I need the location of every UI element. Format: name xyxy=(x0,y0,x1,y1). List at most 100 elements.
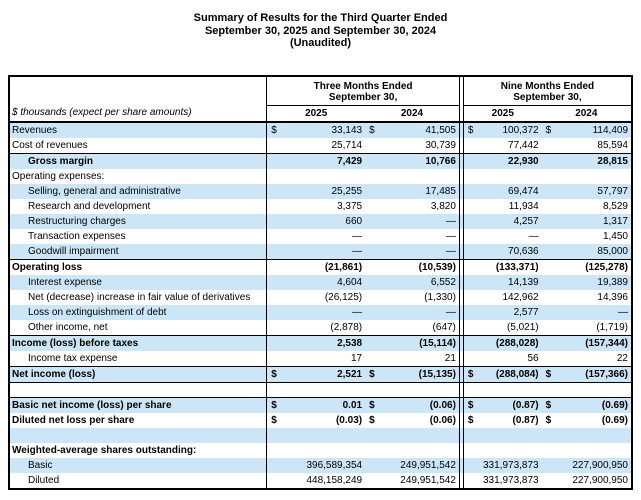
currency-symbol: $ xyxy=(365,397,388,413)
col-group-nine-months: Nine Months Ended September 30, xyxy=(463,75,632,106)
row-label xyxy=(9,383,267,398)
currency-symbol xyxy=(365,275,388,290)
row-label: Goodwill impairment xyxy=(9,244,267,260)
value-cell: (1,719) xyxy=(596,322,628,333)
table-row: Basic net income (loss) per share $0.01 $(… xyxy=(9,397,632,413)
currency-symbol xyxy=(266,320,283,336)
table-row: Other income, net (2,878) (647) (5,021) (1,7… xyxy=(9,320,632,336)
value-cell: (647) xyxy=(432,322,456,333)
currency-symbol xyxy=(266,305,283,320)
year-col-2025: 2025 xyxy=(266,105,366,123)
section-divider xyxy=(458,169,464,184)
currency-symbol xyxy=(463,138,477,154)
empty-cells xyxy=(266,428,460,443)
value-cell: 7,429 xyxy=(282,153,366,169)
currency-symbol xyxy=(541,153,564,169)
currency-symbol: $ xyxy=(463,397,478,413)
header-group-row: $ thousands (expect per share amounts) T… xyxy=(9,75,632,123)
year-col-2024: 2024 xyxy=(541,105,632,123)
table-row: Goodwill impairment — — 70,636 85,000 xyxy=(9,244,632,260)
currency-symbol xyxy=(365,229,387,244)
value-cell: — xyxy=(282,305,366,320)
empty-cells xyxy=(463,428,632,443)
row-label: Weighted-average shares outstanding: xyxy=(12,445,197,456)
section-divider xyxy=(458,259,464,275)
value-cell: — xyxy=(528,231,539,242)
value-cell: (1,330) xyxy=(424,292,456,303)
empty-cells xyxy=(463,169,632,184)
currency-symbol: $ xyxy=(365,122,388,138)
section-divider xyxy=(458,335,464,351)
currency-symbol xyxy=(542,351,564,367)
value-cell: 331,973,873 xyxy=(483,475,539,486)
section-divider xyxy=(458,458,464,473)
currency-symbol xyxy=(266,153,283,169)
value-cell: 25,255 xyxy=(282,184,366,199)
results-table: $ thousands (expect per share amounts) T… xyxy=(8,74,633,490)
value-cell: 10,766 xyxy=(387,153,460,169)
value-cell: (10,539) xyxy=(387,259,460,275)
empty-cells xyxy=(266,443,460,458)
currency-symbol xyxy=(266,214,283,229)
year-col-2024: 2024 xyxy=(365,105,460,123)
value-cell: 17,485 xyxy=(387,184,460,199)
value-cell: 33,143 xyxy=(282,122,366,138)
value-cell: 85,000 xyxy=(563,244,632,260)
table-row: Basic 396,589,354 249,951,542 331,973,873 22… xyxy=(9,458,632,473)
currency-symbol xyxy=(541,275,564,290)
empty-cells xyxy=(266,169,460,184)
value-cell: 77,442 xyxy=(508,140,539,151)
section-divider xyxy=(458,428,464,443)
section-divider xyxy=(458,473,464,489)
section-divider xyxy=(458,382,464,398)
table-row xyxy=(9,428,632,443)
row-label: Income (loss) before taxes xyxy=(9,335,267,351)
value-cell: (133,371) xyxy=(477,259,542,275)
value-cell: 4,604 xyxy=(282,275,366,290)
empty-cells xyxy=(266,382,460,398)
currency-symbol xyxy=(463,335,478,351)
value-cell: 2,577 xyxy=(477,305,542,320)
section-divider xyxy=(458,184,464,199)
currency-symbol xyxy=(463,229,477,244)
value-cell: 14,139 xyxy=(477,275,542,290)
value-cell: (26,125) xyxy=(324,292,363,303)
section-divider xyxy=(458,214,464,229)
value-cell: (21,861) xyxy=(282,259,366,275)
currency-symbol xyxy=(365,199,387,214)
section-divider xyxy=(458,290,464,305)
value-cell: (2,878) xyxy=(330,322,363,333)
currency-symbol xyxy=(365,320,387,336)
units-note: $ thousands (expect per share amounts) xyxy=(9,75,268,123)
value-cell: (15,114) xyxy=(387,335,460,351)
currency-symbol xyxy=(541,259,564,275)
table-row: Income tax expense 17 21 56 22 xyxy=(9,351,632,367)
currency-symbol xyxy=(365,351,387,367)
currency-symbol: $ xyxy=(463,122,478,138)
row-label: Research and development xyxy=(28,201,151,212)
currency-symbol xyxy=(463,320,477,336)
value-cell: 8,529 xyxy=(602,201,628,212)
row-label: Net income (loss) xyxy=(9,366,267,383)
value-cell: 57,797 xyxy=(563,184,632,199)
currency-symbol xyxy=(542,320,564,336)
currency-symbol xyxy=(542,138,564,154)
value-cell: 114,409 xyxy=(563,122,632,138)
currency-symbol xyxy=(365,259,388,275)
value-cell: 660 xyxy=(282,214,366,229)
value-cell: (0.87) xyxy=(477,397,542,413)
table-row: Gross margin 7,429 10,766 22,930 28,815 xyxy=(9,153,632,169)
value-cell: 25,714 xyxy=(331,140,363,151)
table-row: Transaction expenses — — — 1,450 xyxy=(9,229,632,244)
section-divider xyxy=(458,199,464,214)
currency-symbol: $ xyxy=(541,122,564,138)
row-label: Cost of revenues xyxy=(12,140,88,151)
currency-symbol: $ xyxy=(266,366,283,383)
currency-symbol xyxy=(266,184,283,199)
currency-symbol xyxy=(463,199,477,214)
currency-symbol: $ xyxy=(467,415,474,426)
value-cell: 0.01 xyxy=(282,397,366,413)
value-cell: 396,589,354 xyxy=(266,458,366,473)
currency-symbol xyxy=(542,229,564,244)
section-divider xyxy=(458,305,464,320)
